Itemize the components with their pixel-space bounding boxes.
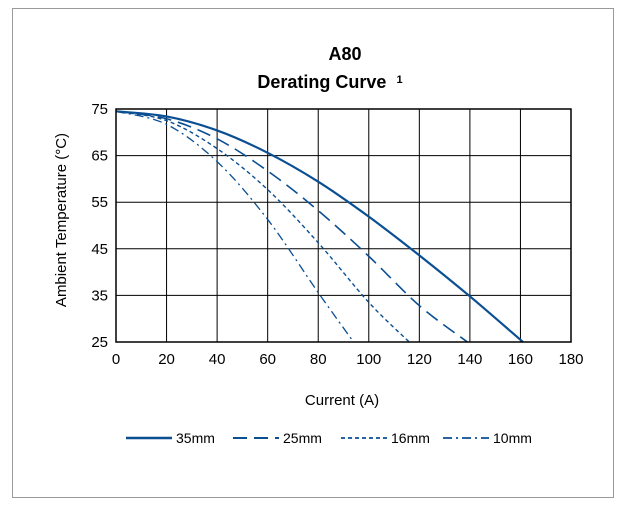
x-tick-label: 160 [508, 351, 533, 368]
y-tick-labels: 25 35 45 55 65 75 [91, 101, 108, 351]
chart-frame [12, 8, 614, 498]
series-line-10mm [115, 110, 355, 343]
chart-subtitle-line: Derating Curve 1 [257, 72, 402, 92]
x-tick-label: 140 [457, 351, 482, 368]
y-tick-label: 55 [91, 194, 108, 211]
series-line-16mm [115, 110, 410, 343]
x-tick-label: 20 [158, 351, 175, 368]
series-lines [115, 110, 524, 343]
x-tick-label: 180 [558, 351, 583, 368]
legend-label: 25mm [283, 430, 322, 446]
plot-border [115, 108, 572, 343]
x-tick-label: 80 [310, 351, 327, 368]
chart-subtitle: Derating Curve [257, 72, 386, 92]
x-tick-labels: 0 20 40 60 80 100 120 140 160 180 [112, 351, 584, 368]
series-line-25mm [115, 110, 468, 343]
x-tick-label: 100 [356, 351, 381, 368]
y-axis-label: Ambient Temperature (°C) [53, 133, 70, 307]
x-tick-label: 120 [407, 351, 432, 368]
legend-label: 10mm [493, 430, 532, 446]
chart-subtitle-superscript: 1 [396, 74, 402, 86]
x-tick-label: 40 [209, 351, 226, 368]
legend-label: 16mm [391, 430, 430, 446]
y-tick-label: 65 [91, 148, 108, 165]
y-tick-label: 35 [91, 287, 108, 304]
y-tick-label: 45 [91, 241, 108, 258]
x-tick-label: 0 [112, 351, 120, 368]
series-line-35mm [115, 110, 524, 343]
x-tick-label: 60 [259, 351, 276, 368]
chart-title: A80 [328, 44, 361, 64]
legend-label: 35mm [176, 430, 215, 446]
y-tick-label: 75 [91, 101, 108, 118]
y-tick-label: 25 [91, 334, 108, 351]
legend: 35mm 25mm 16mm 10mm [126, 430, 532, 446]
grid [116, 109, 571, 342]
x-axis-label: Current (A) [305, 392, 379, 409]
